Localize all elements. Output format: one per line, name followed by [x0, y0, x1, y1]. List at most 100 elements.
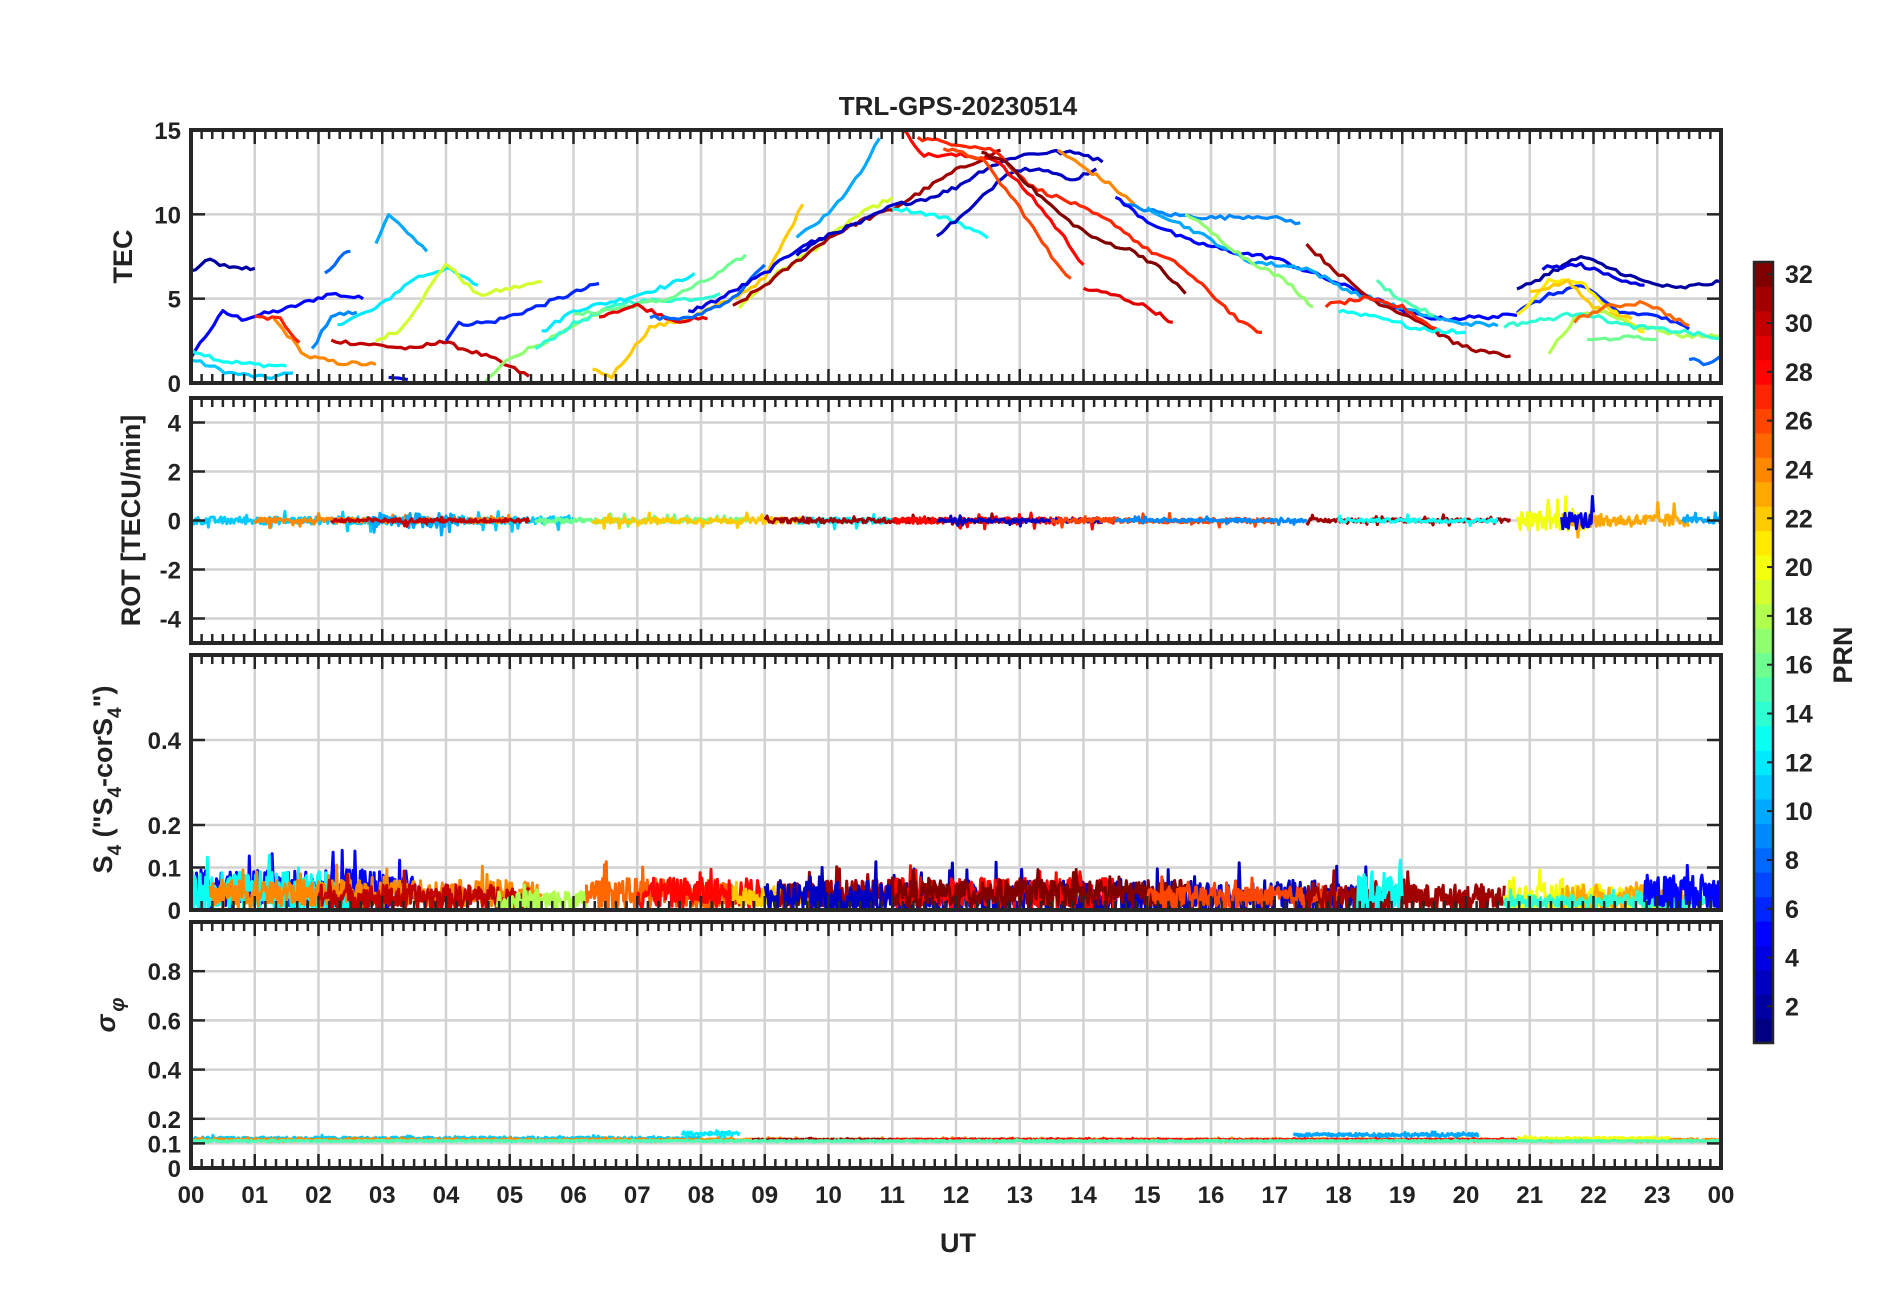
- panel-rot: -4 -2 0 2 4 ROT [TECU/min]: [116, 396, 1723, 645]
- colorbar-tick-label: 10: [1785, 798, 1813, 826]
- x-tick-label: 08: [688, 1182, 715, 1209]
- tec-series-prn-16: [1587, 334, 1658, 342]
- colorbar-tick-label: 14: [1785, 701, 1813, 729]
- tec-series-prn-29: [598, 302, 708, 324]
- y-tick-label: 0.2: [148, 813, 181, 840]
- y-tick-label: 0.2: [148, 1107, 181, 1134]
- colorbar-swatch: [1754, 872, 1773, 898]
- y-tick-label: 4: [168, 411, 182, 438]
- s4-series-prn-32: [890, 868, 1187, 910]
- tec-series-prn-3: [795, 148, 1104, 257]
- colorbar-swatch: [1754, 579, 1773, 605]
- x-tick-label: 23: [1644, 1182, 1671, 1209]
- x-tick-label: 20: [1453, 1182, 1480, 1209]
- tec-series-prn-2: [191, 257, 256, 273]
- colorbar-tick-label: 24: [1785, 456, 1813, 484]
- y-tick-label: 0.6: [148, 1008, 181, 1035]
- colorbar-swatch: [1754, 262, 1773, 288]
- series-group: [191, 1129, 1721, 1144]
- x-tick-label: 03: [369, 1182, 396, 1209]
- colorbar-tick-label: 6: [1785, 896, 1799, 924]
- tec-series-prn-4: [1541, 261, 1645, 287]
- tec-series-prn-13: [191, 348, 287, 369]
- colorbar-swatch: [1754, 774, 1773, 800]
- series-group: [191, 130, 1721, 383]
- tec-series-prn-16: [573, 253, 747, 317]
- y-tick-label: 0.4: [148, 728, 182, 755]
- colorbar-tick-label: 22: [1785, 505, 1813, 533]
- x-tick-label: 09: [751, 1182, 778, 1209]
- tec-series-prn-12: [541, 272, 696, 333]
- rot-series-prn-20: [1515, 495, 1595, 532]
- tec-series-prn-17: [1184, 212, 1314, 309]
- tec-series-prn-10: [1146, 206, 1499, 328]
- tec-series-prn-27: [254, 314, 301, 344]
- rot-series-prn-10: [1681, 511, 1721, 525]
- tec-series-prn-3: [936, 166, 1098, 238]
- colorbar-tick-label: 18: [1785, 603, 1813, 631]
- chart-title: TRL-GPS-20230514: [839, 91, 1078, 121]
- tec-series-prn-31: [1305, 243, 1511, 359]
- tec-series-prn-14: [534, 292, 721, 351]
- x-tick-label: 05: [496, 1182, 523, 1209]
- colorbar-frame: [1752, 260, 1775, 1045]
- colorbar-swatch: [1754, 896, 1773, 922]
- x-tick-label: 11: [880, 1182, 905, 1209]
- y-axis-label: S4 ("S4-corS4"): [88, 686, 126, 874]
- y-tick-label: 5: [168, 287, 181, 314]
- x-tick-label: 19: [1389, 1182, 1416, 1209]
- x-tick-label: 01: [241, 1182, 268, 1209]
- tec-series-prn-2: [1516, 255, 1721, 291]
- colorbar-label: PRN: [1828, 626, 1858, 683]
- x-tick-label: 13: [1006, 1182, 1033, 1209]
- s4-series-prn-13: [1356, 858, 1404, 910]
- colorbar-swatch: [1754, 701, 1773, 727]
- y-axis-label: σφ: [91, 998, 129, 1033]
- colorbar-swatch: [1754, 725, 1773, 751]
- x-tick-label: 07: [624, 1182, 651, 1209]
- panel-s4: 0 0.1 0.2 0.4 S4 ("S4-corS4"): [88, 653, 1723, 925]
- y-tick-label: 0: [168, 509, 181, 536]
- rot-series-prn-10: [368, 511, 461, 537]
- colorbar-swatch: [1754, 750, 1773, 776]
- tec-series-prn-4: [687, 236, 830, 314]
- x-tick-label: 21: [1516, 1182, 1543, 1209]
- tec-series-prn-13: [892, 206, 989, 240]
- series-group: [191, 495, 1721, 539]
- colorbar-swatch: [1754, 359, 1773, 385]
- tec-series-prn-6: [1515, 284, 1691, 331]
- sigma_phi-series-prn-15: [191, 1138, 1721, 1144]
- tec-series-prn-14: [1503, 311, 1721, 341]
- colorbar-swatch: [1754, 945, 1773, 971]
- y-tick-label: 2: [168, 460, 181, 487]
- x-tick-label: 14: [1070, 1182, 1097, 1209]
- colorbar-tick-label: 30: [1785, 310, 1813, 338]
- colorbar-swatch: [1754, 676, 1773, 702]
- tec-series-prn-32: [981, 150, 1187, 295]
- x-tick-label: 18: [1325, 1182, 1352, 1209]
- tec-series-prn-26: [942, 147, 1072, 280]
- tec-series-prn-11: [191, 358, 294, 380]
- y-tick-label: 0.1: [148, 1131, 181, 1158]
- x-tick-label: 10: [815, 1182, 842, 1209]
- y-tick-label: -2: [160, 558, 181, 585]
- colorbar-swatch: [1754, 603, 1773, 629]
- x-tick-label: 04: [433, 1182, 460, 1209]
- tec-series-prn-22: [1529, 278, 1633, 321]
- colorbar-tick-label: 4: [1785, 945, 1799, 973]
- tec-series-prn-30: [330, 338, 530, 378]
- tec-series-prn-24: [272, 317, 377, 367]
- rot-series-prn-9: [1114, 515, 1308, 526]
- colorbar-tick-label: 8: [1785, 847, 1799, 875]
- colorbar-swatch: [1754, 432, 1773, 458]
- colorbar-swatch: [1754, 823, 1773, 849]
- y-axis-label: ROT [TECU/min]: [116, 415, 146, 626]
- tec-series-prn-10: [374, 213, 429, 253]
- colorbar-swatch: [1754, 847, 1773, 873]
- panel-sigma_phi: 00.10.2 0.4 0.6 0.8 σφ 00 01 02 03 04 05 06 07 08 09 10…: [91, 920, 1734, 1209]
- colorbar-swatch: [1754, 530, 1773, 556]
- x-tick-label: 02: [305, 1182, 332, 1209]
- y-tick-label: 0: [168, 898, 181, 925]
- tec-series-prn-27: [1324, 295, 1442, 334]
